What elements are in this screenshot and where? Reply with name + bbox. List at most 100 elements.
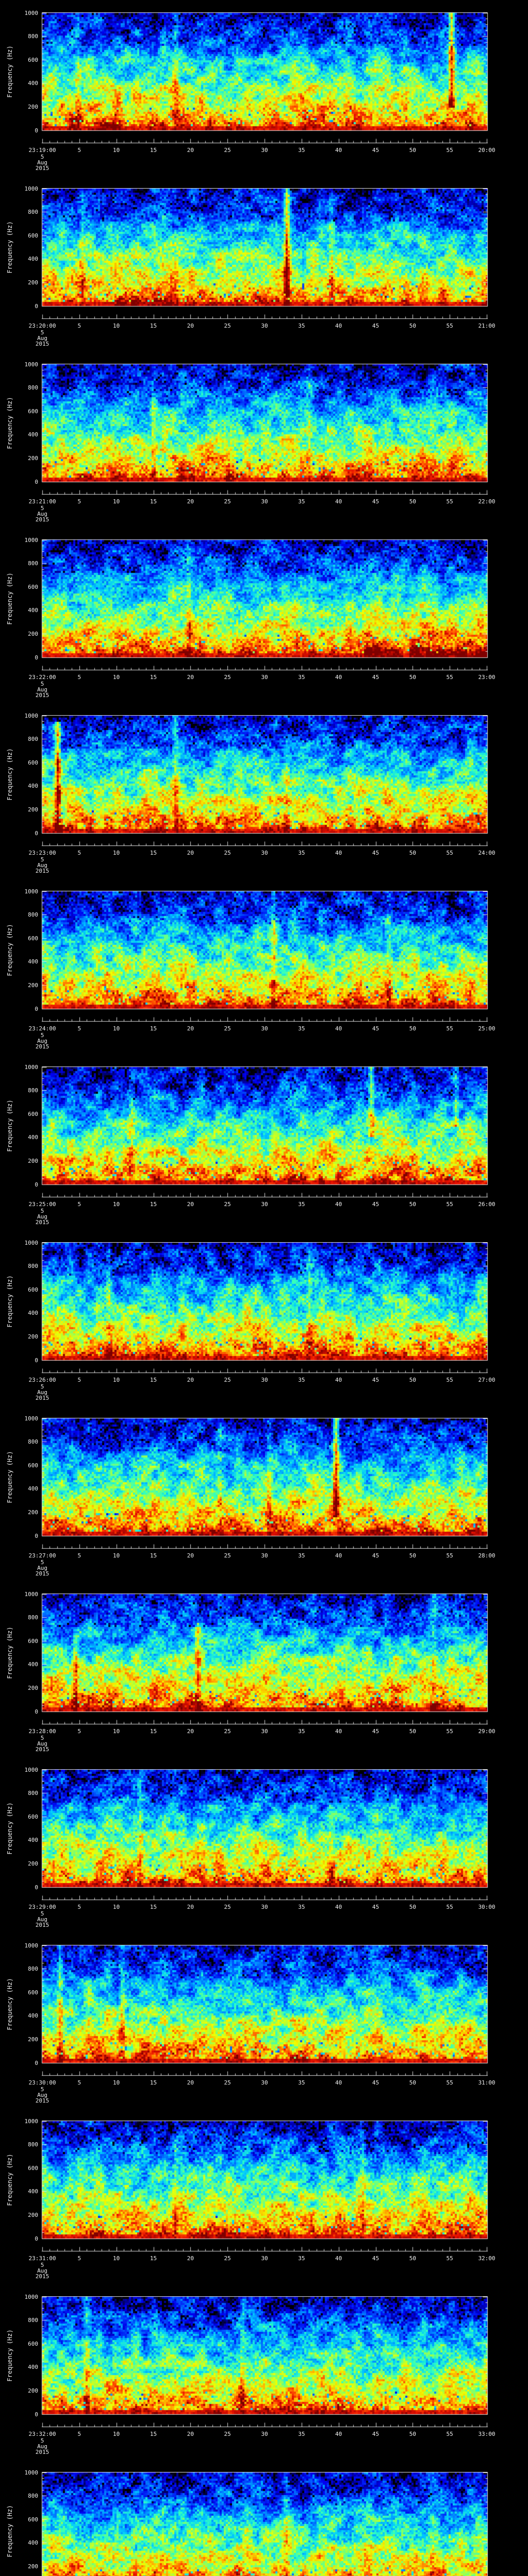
x-axis-tick-label: 5 (77, 498, 81, 505)
x-axis-tick-label: 20 (187, 2255, 194, 2262)
x-axis-tick-label: 30 (261, 1377, 268, 1383)
x-axis-tick-label: 15 (150, 1025, 157, 1032)
x-axis-tick-label: 5 (77, 2255, 81, 2262)
date-label-day: 5 (40, 154, 44, 160)
end-time-label: 23:00 (478, 674, 496, 681)
start-time-label: 23:25:00 (28, 1201, 56, 1208)
x-axis-tick-label: 20 (187, 1904, 194, 1910)
x-axis-tick-label: 5 (77, 1728, 81, 1735)
x-axis-tick-label: 10 (113, 1552, 120, 1559)
y-axis-title: Frequency (Hz) (6, 2154, 13, 2206)
date-label-day: 5 (40, 1208, 44, 1214)
y-axis-tick-label: 200 (28, 2563, 38, 2570)
y-axis-tick-label: 800 (28, 384, 38, 392)
end-time-label: 20:00 (478, 147, 496, 154)
y-axis-tick-label: 200 (28, 103, 38, 110)
x-axis-tick-label: 25 (224, 850, 231, 856)
spectrogram-panel: Frequency (Hz) 0200400600800100023:33:00… (0, 2469, 528, 2576)
y-axis-title: Frequency (Hz) (6, 1275, 13, 1328)
date-label-month: Aug (37, 1038, 47, 1044)
x-axis-tick-label: 45 (372, 498, 380, 505)
x-axis-tick-label: 10 (113, 1904, 120, 1910)
x-axis-tick-label: 50 (409, 1552, 416, 1559)
spectrogram-canvas (0, 715, 528, 891)
x-axis-tick-label: 55 (446, 498, 453, 505)
x-axis-tick-label: 20 (187, 2431, 194, 2437)
spectrogram-panel: Frequency (Hz) 0 200 400 600 800 1000 23:19:00… (0, 10, 528, 188)
x-axis-tick-label: 5 (77, 850, 81, 856)
start-time-label: 23:28:00 (28, 1728, 56, 1735)
x-axis-tick-label: 50 (409, 850, 416, 856)
date-label-year: 2015 (35, 1922, 50, 1928)
x-axis-tick-label: 5 (77, 2079, 81, 2086)
x-axis-tick-label: 50 (409, 1201, 416, 1208)
y-axis-tick-label: 600 (28, 1462, 38, 1469)
start-time-label: 23:32:00 (28, 2431, 56, 2437)
end-time-label: 28:00 (478, 1552, 496, 1559)
spectrogram-canvas (0, 188, 528, 364)
x-axis-tick-label: 15 (150, 147, 157, 154)
x-axis-tick-label: 15 (150, 323, 157, 329)
y-axis-title: Frequency (Hz) (6, 572, 13, 625)
y-axis-tick-label: 200 (28, 806, 38, 813)
date-label-month: Aug (37, 511, 47, 517)
x-axis-tick-label: 20 (187, 1377, 194, 1383)
end-time-label: 26:00 (478, 1201, 496, 1208)
x-axis-tick-label: 35 (298, 1552, 305, 1559)
x-axis-tick-label: 30 (261, 498, 268, 505)
x-axis-tick-label: 25 (224, 1377, 231, 1383)
x-axis-tick-label: 25 (224, 323, 231, 329)
x-axis-tick-label: 40 (335, 1552, 342, 1559)
x-axis-tick-label: 10 (113, 850, 120, 856)
y-axis-tick-label: 400 (28, 80, 38, 87)
y-axis-tick-label: 200 (28, 1860, 38, 1867)
x-axis-tick-label: 15 (150, 850, 157, 856)
y-axis-tick-label: 1000 (24, 2469, 39, 2476)
y-axis-tick-label: 400 (28, 256, 38, 263)
y-axis-tick-label: 1000 (24, 1590, 39, 1598)
spectrogram-canvas (0, 1769, 528, 1945)
start-time-label: 23:27:00 (28, 1552, 56, 1559)
y-axis-tick-label: 600 (28, 1286, 38, 1293)
x-axis-tick-label: 55 (446, 2079, 453, 2086)
end-time-label: 30:00 (478, 1904, 496, 1910)
y-axis-tick-label: 600 (28, 759, 38, 766)
date-label-day: 5 (40, 856, 44, 863)
y-axis-tick-label: 0 (35, 1884, 38, 1891)
y-axis-tick-label: 800 (28, 1087, 38, 1094)
x-axis-tick-label: 10 (113, 2079, 120, 2086)
date-label-day: 5 (40, 681, 44, 687)
x-axis-tick-label: 45 (372, 1728, 380, 1735)
date-label-month: Aug (37, 1565, 47, 1571)
y-axis-tick-label: 600 (28, 1989, 38, 1996)
x-axis-tick-label: 45 (372, 2431, 380, 2437)
x-axis-tick-label: 50 (409, 2431, 416, 2437)
x-axis-tick-label: 45 (372, 2079, 380, 2086)
y-axis-tick-label: 400 (28, 1837, 38, 1844)
x-axis-tick-label: 30 (261, 1552, 268, 1559)
x-axis-tick-label: 10 (113, 498, 120, 505)
x-axis-tick-label: 35 (298, 498, 305, 505)
y-axis-tick-label: 800 (28, 2141, 38, 2148)
x-axis-tick-label: 25 (224, 1728, 231, 1735)
x-axis-tick-label: 40 (335, 1728, 342, 1735)
y-axis-tick-label: 400 (28, 1310, 38, 1317)
x-axis-tick-label: 35 (298, 1377, 305, 1383)
x-axis-tick-label: 40 (335, 147, 342, 154)
end-time-label: 21:00 (478, 323, 496, 329)
y-axis-tick-label: 1000 (24, 2293, 39, 2300)
end-time-label: 22:00 (478, 498, 496, 505)
y-axis-title: Frequency (Hz) (6, 2329, 13, 2382)
y-axis-title: Frequency (Hz) (6, 924, 13, 976)
date-label-year: 2015 (35, 692, 50, 699)
y-axis-tick-label: 400 (28, 2364, 38, 2371)
x-axis-tick-label: 55 (446, 147, 453, 154)
x-axis-tick-label: 5 (77, 1552, 81, 1559)
x-axis-tick-label: 5 (77, 674, 81, 681)
x-axis-tick-label: 45 (372, 1201, 380, 1208)
x-axis-tick-label: 35 (298, 1201, 305, 1208)
x-axis-tick-label: 30 (261, 1728, 268, 1735)
y-axis-tick-label: 0 (35, 302, 38, 310)
x-axis-tick-label: 20 (187, 498, 194, 505)
